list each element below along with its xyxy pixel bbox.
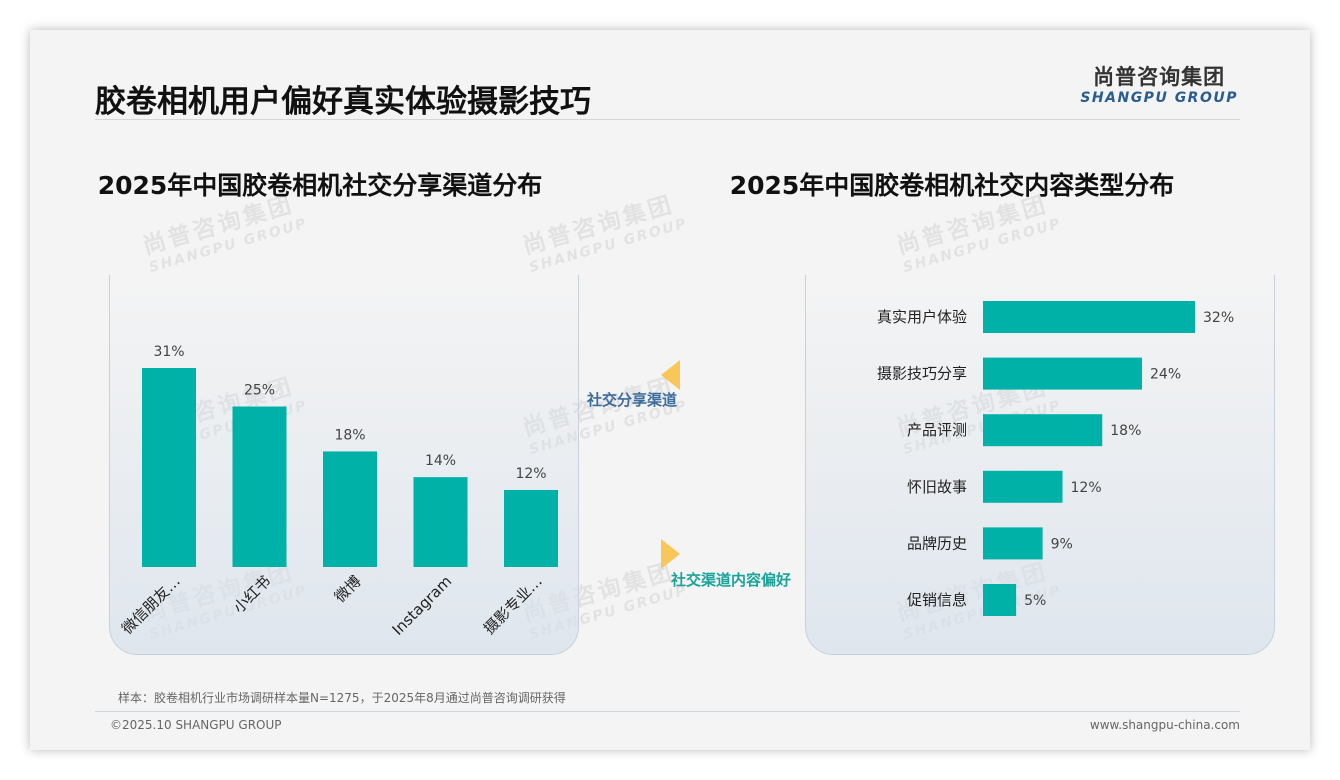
copyright-text: ©2025.10 SHANGPU GROUP [110,718,282,732]
slide: 胶卷相机用户偏好真实体验摄影技巧 尚普咨询集团 SHANGPU GROUP 尚普… [30,30,1310,750]
bar [983,414,1103,447]
bar [232,406,287,567]
data-label: 18% [1110,423,1141,439]
bar [983,584,1017,616]
bar [983,301,1195,333]
data-label: 24% [1150,367,1181,383]
category-label: 微博 [331,572,365,606]
right-chart-panel [805,275,1275,655]
logo-text-en: SHANGPU GROUP [1080,90,1238,106]
right-pointing-arrow-icon [661,539,680,569]
brand-logo: 尚普咨询集团 SHANGPU GROUP [1080,64,1238,106]
category-label: 品牌历史 [907,534,967,552]
category-label: 小红书 [230,572,275,617]
bar [323,451,377,567]
chart-canvas: 31% 微信朋友… 25% 小红书 18% 微博 14% Instagram 12% 摄影专业… 3… [118,301,1234,639]
bar [142,368,196,567]
category-label: Instagram [389,572,456,639]
flow-label-content-preference: 社交渠道内容偏好 [671,571,792,589]
category-label: 产品评测 [907,421,967,439]
data-label: 9% [1051,536,1073,552]
category-label: 怀旧故事 [907,478,967,496]
data-label: 12% [1071,480,1102,496]
data-label: 12% [515,466,546,482]
left-pointing-arrow-icon [661,360,680,390]
data-label: 32% [1203,310,1234,326]
bar [983,357,1142,390]
data-label: 14% [425,453,456,469]
category-label: 促销信息 [907,591,967,609]
data-label: 31% [153,344,184,360]
bar [413,477,468,567]
page-title: 胶卷相机用户偏好真实体验摄影技巧 [95,84,591,120]
footer-divider [95,711,1240,712]
category-label: 摄影技巧分享 [877,365,967,383]
bar [983,527,1043,560]
website-url: www.shangpu-china.com [1089,718,1240,732]
logo-text-cn: 尚普咨询集团 [1093,65,1226,89]
category-label: 真实用户体验 [877,308,967,326]
bar [983,470,1063,503]
category-label: 微信朋友… [118,572,184,638]
title-divider [95,119,1240,120]
data-label: 5% [1024,593,1046,609]
flow-label-share-channel: 社交分享渠道 [587,391,678,409]
category-label: 摄影专业… [480,572,546,638]
bar [504,489,558,567]
right-chart-title: 2025年中国胶卷相机社交内容类型分布 [729,171,1175,200]
data-label: 25% [244,383,275,399]
left-chart-title: 2025年中国胶卷相机社交分享渠道分布 [97,171,543,200]
data-label: 18% [334,427,365,443]
sample-footnote: 样本：胶卷相机行业市场调研样本量N=1275，于2025年8月通过尚普咨询调研获… [118,691,566,705]
